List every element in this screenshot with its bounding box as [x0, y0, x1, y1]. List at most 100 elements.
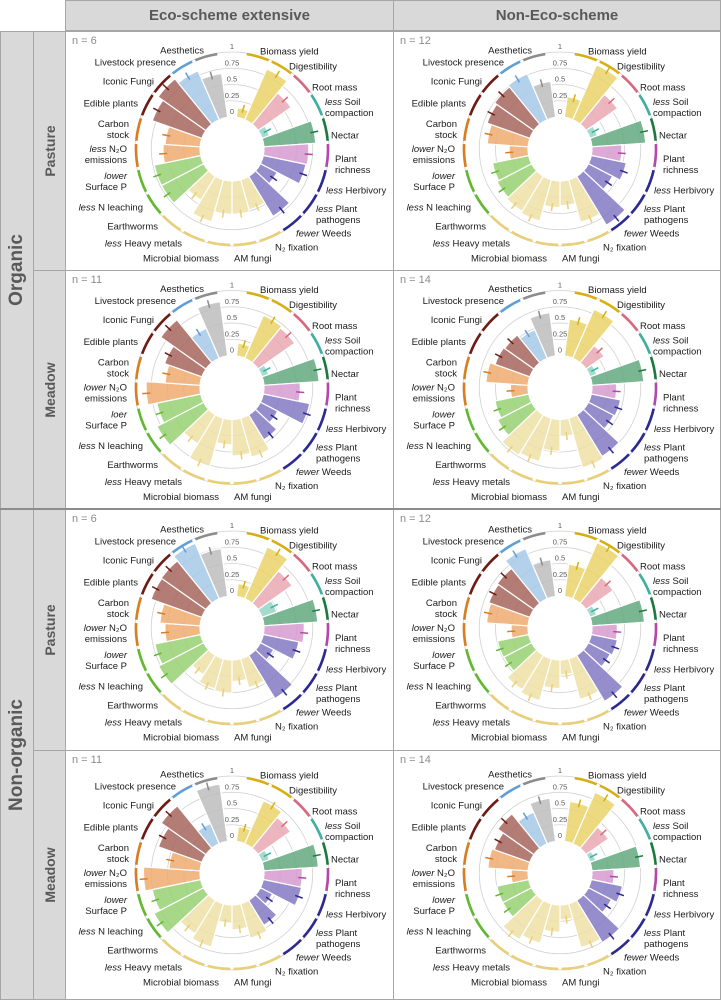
ring-segment-n2o_emissions	[134, 623, 139, 647]
label-line: fewer Weeds	[624, 228, 680, 239]
label-line: Carbon	[98, 119, 129, 130]
ring-segment-plant_richness	[325, 382, 330, 406]
label-italic: less	[407, 441, 424, 452]
label-italic: lower	[412, 144, 436, 155]
label-italic: less	[433, 962, 450, 973]
error-bar	[312, 853, 321, 857]
ring-segment-heavy_metals	[510, 230, 533, 243]
error-bar	[270, 603, 279, 609]
tick-label: 0	[558, 107, 562, 116]
tick-label: 1	[230, 521, 234, 530]
ring-segment-iconic_fungi	[153, 74, 171, 94]
label-text: N₂O	[434, 382, 455, 393]
ring-segment-root_mass	[293, 553, 311, 573]
error-bar	[256, 931, 262, 940]
category-label-root_mass: Root mass	[640, 561, 686, 572]
label-line: Iconic Fungi	[431, 555, 482, 566]
label-text: Plant	[661, 928, 686, 939]
label-text: Carbon	[98, 119, 129, 130]
label-text: N leaching	[95, 202, 143, 213]
polar-bar-chart: Biomass yield Digestibility Root mass less …	[79, 42, 387, 264]
error-bar	[613, 630, 622, 633]
error-bar	[187, 434, 194, 443]
category-label-microbial_biomass: Microbial biomass	[471, 253, 547, 264]
label-text: N leaching	[95, 926, 143, 937]
label-text: Surface P	[85, 906, 127, 917]
label-text: Herbivory	[671, 909, 715, 920]
label-line: pathogens	[644, 215, 689, 226]
label-line: Biomass yield	[260, 525, 319, 536]
label-line: AM fungi	[234, 977, 272, 988]
label-line: less Herbivory	[654, 664, 714, 675]
category-label-biomass_yield: Biomass yield	[588, 46, 647, 57]
label-italic: less	[316, 204, 333, 215]
ring-segment-digestibility	[599, 60, 621, 75]
error-bar	[313, 368, 322, 372]
label-text: pathogens	[316, 453, 361, 464]
label-line: Edible plants	[412, 577, 467, 588]
label-line: Root mass	[640, 806, 686, 817]
label-text: Earthworms	[435, 945, 486, 956]
label-text: Surface P	[85, 420, 127, 431]
ring-segment-biomass_yield	[574, 531, 598, 541]
tick-label: 0.75	[225, 782, 240, 791]
ring-segment-earthworms	[490, 214, 510, 232]
label-italic: less	[325, 576, 342, 587]
column-header-eco-scheme: Eco-scheme extensive	[65, 0, 394, 31]
label-line: Iconic Fungi	[431, 315, 482, 326]
label-line: emissions	[413, 155, 455, 166]
label-line: Microbial biomass	[471, 492, 547, 503]
category-label-iconic_fungi: Iconic Fungi	[431, 555, 482, 566]
label-line: Microbial biomass	[143, 253, 219, 264]
category-label-n2_fixation: N₂ fixation	[275, 242, 318, 253]
label-text: Earthworms	[107, 945, 158, 956]
error-bar	[608, 932, 615, 940]
label-line: stock	[435, 368, 457, 379]
error-bar	[611, 691, 618, 699]
label-line: lower	[104, 650, 128, 661]
label-text: Surface P	[413, 906, 455, 917]
label-line: less Soil	[325, 97, 360, 108]
label-line: Aesthetics	[160, 284, 204, 295]
category-label-iconic_fungi: Iconic Fungi	[431, 76, 482, 87]
error-bar	[507, 337, 514, 345]
category-label-microbial_biomass: Microbial biomass	[471, 492, 547, 503]
label-text: Plant	[663, 878, 685, 889]
label-line: Surface P	[413, 182, 455, 193]
ring-segment-edible_plants	[468, 332, 482, 355]
label-italic: less	[644, 683, 661, 694]
label-text: N₂ fixation	[603, 721, 646, 732]
row-label-organic-meadow: Meadow	[33, 270, 66, 509]
label-line: Iconic Fungi	[103, 800, 154, 811]
label-text: richness	[663, 889, 699, 900]
label-text: N leaching	[95, 681, 143, 692]
ring-segment-herbivory	[644, 648, 655, 672]
label-text: compaction	[653, 832, 702, 843]
category-label-carbon_stock: Carbon stock	[426, 598, 457, 620]
ring-segment-livestock_presence	[499, 784, 521, 799]
label-line: fewer Weeds	[296, 467, 352, 478]
label-text: Surface P	[413, 182, 455, 193]
category-label-soil_compaction: less Soil compaction	[653, 576, 702, 598]
tick-label: 0.5	[227, 799, 237, 808]
ring-segment-n2_fixation	[259, 469, 282, 481]
ring-segment-plant_pathogens	[302, 918, 318, 939]
category-label-n2_fixation: N₂ fixation	[275, 721, 318, 732]
label-text: compaction	[325, 108, 374, 119]
error-bar	[191, 191, 198, 200]
label-line: lower	[432, 895, 456, 906]
label-line: pathogens	[316, 939, 361, 950]
error-bar	[483, 370, 492, 374]
error-bar	[490, 170, 499, 175]
error-bar	[603, 903, 612, 910]
label-line: lower N₂O	[84, 623, 127, 634]
category-label-iconic_fungi: Iconic Fungi	[103, 555, 154, 566]
error-bar	[590, 607, 599, 613]
category-label-carbon_stock: Carbon stock	[98, 843, 129, 865]
category-label-am_fungi: AM fungi	[562, 732, 600, 743]
error-bar	[507, 930, 514, 938]
error-bar	[495, 892, 504, 897]
row-group-label: Organic	[6, 234, 27, 306]
error-bar	[609, 875, 619, 878]
tick-label: 0.5	[555, 75, 565, 84]
